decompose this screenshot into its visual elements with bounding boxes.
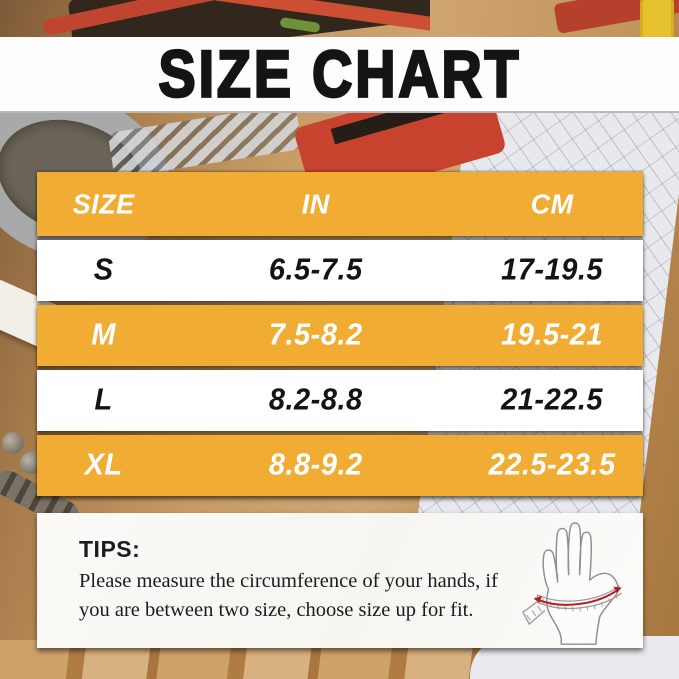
tips-body: Please measure the circumference of your… — [79, 569, 498, 621]
cell-size: S — [93, 253, 114, 287]
table-row-xl: XL 8.8-9.2 22.5-23.5 — [37, 435, 643, 496]
cell-in: 8.8-9.2 — [268, 448, 363, 482]
cell-size: L — [94, 383, 113, 417]
screw — [20, 452, 42, 474]
column-header-size: SIZE — [72, 187, 135, 220]
wrench-handle — [107, 103, 303, 179]
cell-in: 6.5-7.5 — [268, 253, 363, 287]
page-title: SIZE CHART — [157, 36, 521, 113]
column-header-in: IN — [301, 187, 330, 220]
table-header-row: SIZE IN CM — [37, 172, 643, 236]
screw — [2, 432, 24, 454]
cell-size: M — [91, 318, 116, 352]
hand-measure-icon — [515, 518, 635, 646]
tips-heading: TIPS: — [79, 535, 141, 562]
title-banner: SIZE CHART — [0, 36, 679, 113]
tips-text: TIPS: Please measure the circumference o… — [37, 526, 515, 635]
cell-cm: 22.5-23.5 — [488, 448, 616, 482]
cell-in: 8.2-8.8 — [268, 383, 363, 417]
table-row-m: M 7.5-8.2 19.5-21 — [37, 305, 643, 366]
cell-cm: 17-19.5 — [501, 253, 604, 287]
cell-size: XL — [84, 448, 123, 482]
size-table: SIZE IN CM S 6.5-7.5 17-19.5 M 7.5-8.2 1… — [37, 172, 643, 500]
table-row-s: S 6.5-7.5 17-19.5 — [37, 240, 643, 301]
column-header-cm: CM — [530, 187, 574, 220]
tips-box: TIPS: Please measure the circumference o… — [37, 513, 643, 648]
cell-in: 7.5-8.2 — [268, 318, 363, 352]
cell-cm: 21-22.5 — [501, 383, 604, 417]
table-row-l: L 8.2-8.8 21-22.5 — [37, 370, 643, 431]
cell-cm: 19.5-21 — [501, 318, 604, 352]
